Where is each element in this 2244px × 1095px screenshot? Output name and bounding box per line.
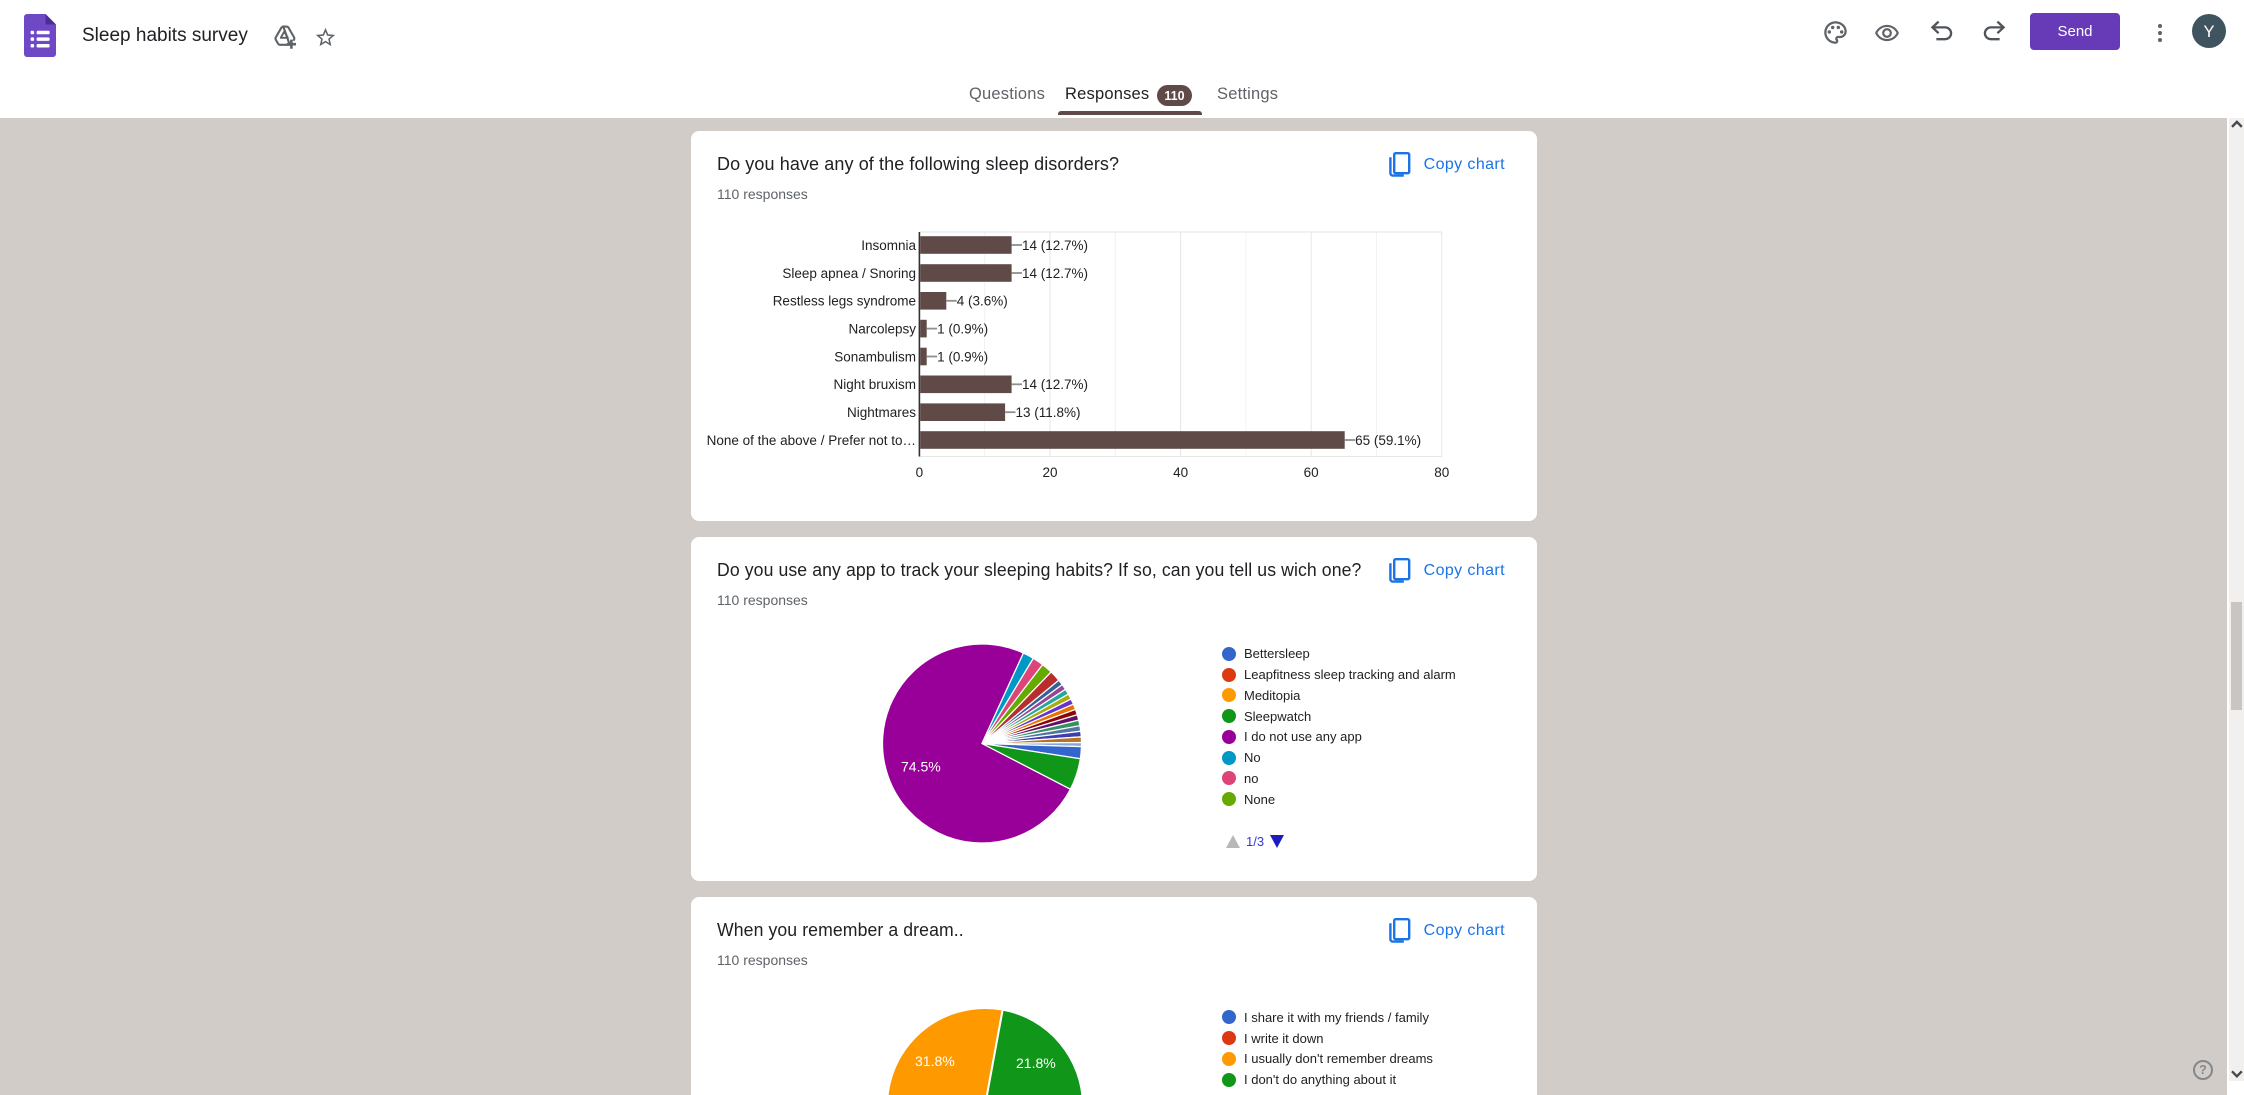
svg-text:14 (12.7%): 14 (12.7%): [1022, 266, 1088, 281]
svg-text:Sleep apnea / Snoring: Sleep apnea / Snoring: [782, 266, 916, 281]
svg-text:Narcolepsy: Narcolepsy: [848, 321, 916, 336]
svg-text:14 (12.7%): 14 (12.7%): [1022, 238, 1088, 253]
svg-text:Nightmares: Nightmares: [847, 405, 916, 420]
svg-text:60: 60: [1304, 465, 1319, 480]
svg-text:74.5%: 74.5%: [901, 759, 941, 775]
svg-text:13 (11.8%): 13 (11.8%): [1016, 405, 1081, 420]
svg-text:65 (59.1%): 65 (59.1%): [1355, 433, 1421, 448]
svg-text:1 (0.9%): 1 (0.9%): [937, 321, 988, 336]
svg-text:0: 0: [916, 465, 924, 480]
svg-text:Night bruxism: Night bruxism: [833, 377, 916, 392]
svg-text:21.8%: 21.8%: [1016, 1055, 1056, 1071]
svg-text:14 (12.7%): 14 (12.7%): [1022, 377, 1088, 392]
svg-text:Restless legs syndrome: Restless legs syndrome: [773, 294, 916, 309]
svg-text:40: 40: [1173, 465, 1188, 480]
svg-text:Y: Y: [2203, 23, 2214, 41]
svg-text:Sonambulism: Sonambulism: [834, 349, 916, 364]
svg-text:80: 80: [1434, 465, 1449, 480]
svg-text:20: 20: [1042, 465, 1057, 480]
svg-text:Insomnia: Insomnia: [861, 238, 916, 253]
svg-text:1 (0.9%): 1 (0.9%): [937, 349, 988, 364]
svg-text:4 (3.6%): 4 (3.6%): [957, 294, 1008, 309]
svg-text:31.8%: 31.8%: [915, 1053, 955, 1069]
svg-text:None of the above / Prefer not: None of the above / Prefer not to…: [707, 433, 916, 448]
